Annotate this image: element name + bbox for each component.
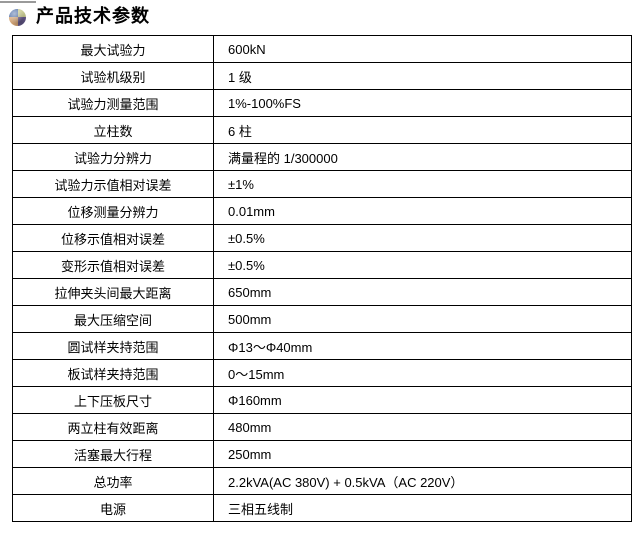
spec-value: 0～15mm bbox=[213, 359, 632, 387]
table-row: 试验力测量范围 1%-100%FS bbox=[12, 89, 632, 117]
spec-label: 最大试验力 bbox=[12, 35, 214, 63]
page-header: 产品技术参数 bbox=[0, 0, 642, 32]
table-row: 拉伸夹头间最大距离 650mm bbox=[12, 278, 632, 306]
specifications-table-body: 最大试验力 600kN 试验机级别 1 级 试验力测量范围 1%-100%FS … bbox=[12, 35, 632, 522]
table-row: 位移测量分辨力 0.01mm bbox=[12, 197, 632, 225]
spec-value: 1 级 bbox=[213, 62, 632, 90]
table-row: 电源 三相五线制 bbox=[12, 494, 632, 522]
spec-value: ±1% bbox=[213, 170, 632, 198]
spec-label: 拉伸夹头间最大距离 bbox=[12, 278, 214, 306]
spec-value: 250mm bbox=[213, 440, 632, 468]
spec-value: ±0.5% bbox=[213, 224, 632, 252]
spec-label: 电源 bbox=[12, 494, 214, 522]
spec-value: 480mm bbox=[213, 413, 632, 441]
spec-value: 2.2kVA(AC 380V) + 0.5kVA（AC 220V） bbox=[213, 467, 632, 495]
globe-icon bbox=[9, 8, 26, 26]
table-row: 立柱数 6 柱 bbox=[12, 116, 632, 144]
spec-label: 两立柱有效距离 bbox=[12, 413, 214, 441]
spec-value: 600kN bbox=[213, 35, 632, 63]
spec-label: 圆试样夹持范围 bbox=[12, 332, 214, 360]
table-row: 最大试验力 600kN bbox=[12, 35, 632, 63]
spec-value: 500mm bbox=[213, 305, 632, 333]
spec-label: 试验力示值相对误差 bbox=[12, 170, 214, 198]
spec-label: 试验力分辨力 bbox=[12, 143, 214, 171]
spec-value: Φ13～Φ40mm bbox=[213, 332, 632, 360]
spec-label: 试验机级别 bbox=[12, 62, 214, 90]
spec-label: 位移测量分辨力 bbox=[12, 197, 214, 225]
spec-label: 变形示值相对误差 bbox=[12, 251, 214, 279]
table-row: 最大压缩空间 500mm bbox=[12, 305, 632, 333]
spec-value: Φ160mm bbox=[213, 386, 632, 414]
spec-label: 立柱数 bbox=[12, 116, 214, 144]
spec-label: 位移示值相对误差 bbox=[12, 224, 214, 252]
top-divider-rule bbox=[0, 1, 36, 3]
spec-label: 板试样夹持范围 bbox=[12, 359, 214, 387]
table-row: 两立柱有效距离 480mm bbox=[12, 413, 632, 441]
table-row: 变形示值相对误差 ±0.5% bbox=[12, 251, 632, 279]
specifications-table: 最大试验力 600kN 试验机级别 1 级 试验力测量范围 1%-100%FS … bbox=[12, 35, 632, 522]
spec-label: 上下压板尺寸 bbox=[12, 386, 214, 414]
spec-label: 活塞最大行程 bbox=[12, 440, 214, 468]
table-row: 位移示值相对误差 ±0.5% bbox=[12, 224, 632, 252]
spec-label: 总功率 bbox=[12, 467, 214, 495]
table-row: 试验力分辨力 满量程的 1/300000 bbox=[12, 143, 632, 171]
spec-value: 650mm bbox=[213, 278, 632, 306]
spec-value: 1%-100%FS bbox=[213, 89, 632, 117]
table-row: 板试样夹持范围 0～15mm bbox=[12, 359, 632, 387]
spec-value: ±0.5% bbox=[213, 251, 632, 279]
table-row: 圆试样夹持范围 Φ13～Φ40mm bbox=[12, 332, 632, 360]
spec-value: 三相五线制 bbox=[213, 494, 632, 522]
page-title: 产品技术参数 bbox=[36, 6, 150, 26]
spec-label: 试验力测量范围 bbox=[12, 89, 214, 117]
table-row: 活塞最大行程 250mm bbox=[12, 440, 632, 468]
spec-value: 满量程的 1/300000 bbox=[213, 143, 632, 171]
table-row: 试验机级别 1 级 bbox=[12, 62, 632, 90]
spec-value: 0.01mm bbox=[213, 197, 632, 225]
table-row: 试验力示值相对误差 ±1% bbox=[12, 170, 632, 198]
spec-label: 最大压缩空间 bbox=[12, 305, 214, 333]
table-row: 上下压板尺寸 Φ160mm bbox=[12, 386, 632, 414]
table-row: 总功率 2.2kVA(AC 380V) + 0.5kVA（AC 220V） bbox=[12, 467, 632, 495]
spec-value: 6 柱 bbox=[213, 116, 632, 144]
